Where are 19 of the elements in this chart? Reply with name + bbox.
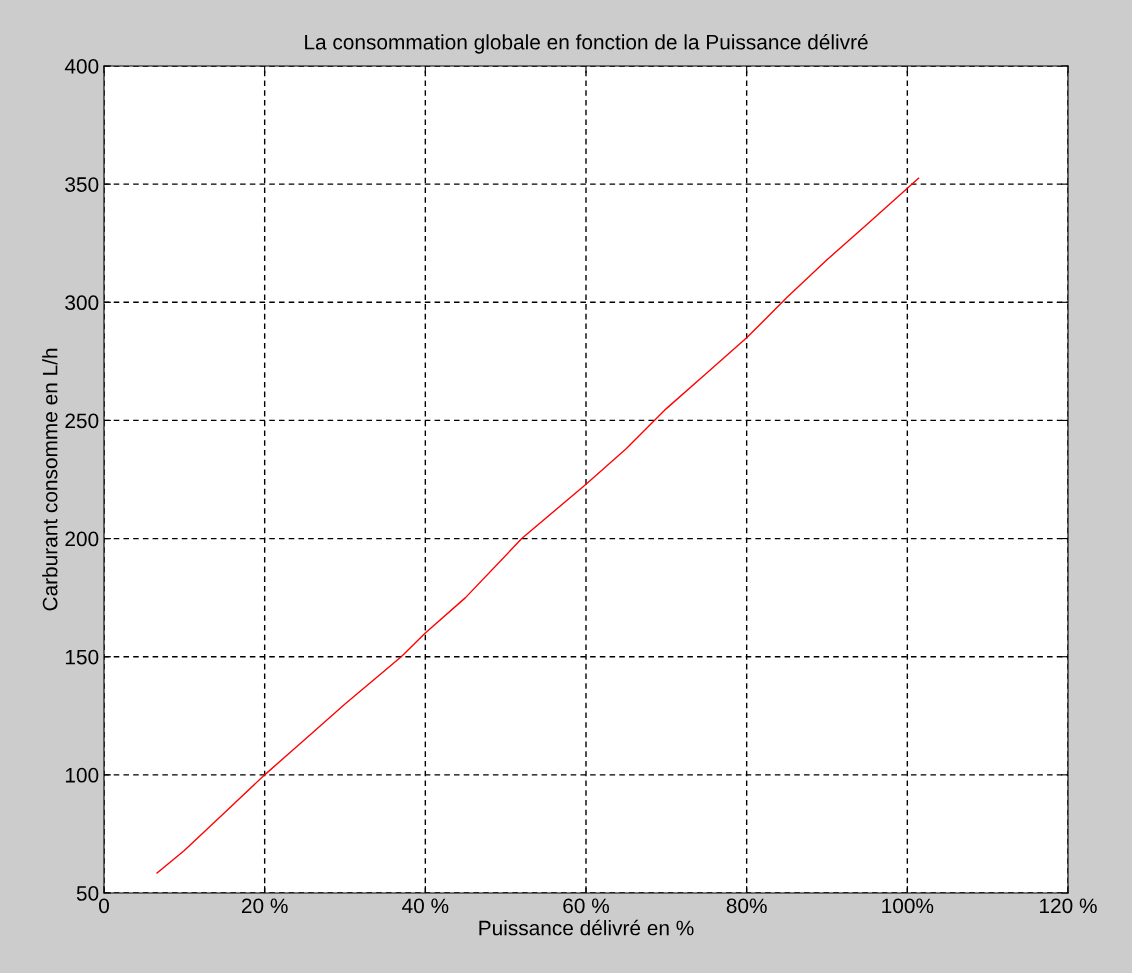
x-tick-label: 20 % [241,898,288,914]
y-tick-label: 300 [65,295,99,311]
y-tick-label: 250 [65,413,99,429]
y-tick-label: 150 [65,649,99,665]
chart-title: La consommation globale en fonction de la Puissance délivré [305,33,868,54]
x-axis-title: Puissance délivré en % [479,919,694,936]
y-axis-title: Carburant consomme en L/h [42,348,58,611]
x-tick-label: 40 % [402,898,449,914]
x-tick-label: 0 [99,898,109,914]
y-tick-label: 400 [64,59,99,74]
y-tick-label: 350 [65,177,99,192]
y-tick-label: 200 [65,531,99,547]
x-tick-label: 100% [882,898,934,914]
y-tick-label: 50 [76,886,99,901]
y-tick-label: 100 [65,767,99,783]
x-tick-label: 80% [726,898,767,914]
line-series [156,177,920,874]
x-tick-label: 60 % [563,898,609,914]
x-tick-label: 120 % [1040,898,1097,914]
